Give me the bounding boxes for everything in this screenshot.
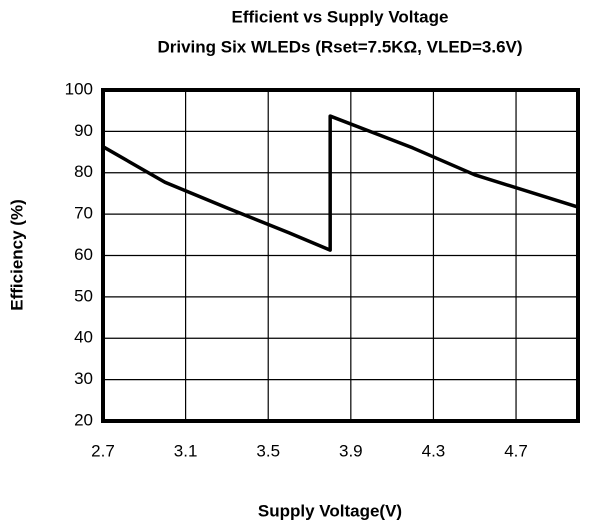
y-tick-label: 30	[74, 369, 93, 388]
x-tick-label: 3.5	[256, 441, 280, 460]
y-tick-label: 90	[74, 121, 93, 140]
plot-frame	[101, 88, 580, 423]
x-tick-label: 3.9	[339, 441, 363, 460]
y-axis-label: Efficiency (%)	[7, 199, 26, 310]
y-tick-label: 70	[74, 204, 93, 223]
data-line	[102, 114, 579, 252]
chart-subtitle: Driving Six WLEDs (Rset=7.5KΩ, VLED=3.6V…	[157, 37, 522, 56]
y-tick-label: 50	[74, 286, 93, 305]
y-tick-label: 20	[74, 410, 93, 429]
y-tick-label: 80	[74, 162, 93, 181]
y-tick-label: 40	[74, 328, 93, 347]
x-tick-label: 4.3	[422, 441, 446, 460]
x-axis-label: Supply Voltage(V)	[258, 501, 402, 520]
x-tick-label: 2.7	[91, 441, 115, 460]
y-tick-label: 100	[65, 79, 93, 98]
y-tick-label: 60	[74, 245, 93, 264]
x-tick-label: 3.1	[174, 441, 198, 460]
chart-title: Efficient vs Supply Voltage	[232, 7, 449, 26]
x-tick-label: 4.7	[504, 441, 528, 460]
